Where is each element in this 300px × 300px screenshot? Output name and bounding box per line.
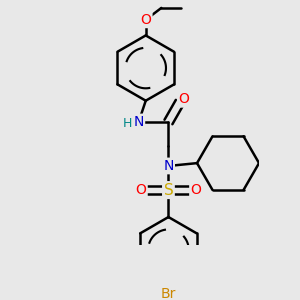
Text: O: O: [136, 183, 146, 197]
Text: Br: Br: [161, 287, 176, 300]
Text: N: N: [163, 159, 174, 173]
Text: O: O: [190, 183, 201, 197]
Text: O: O: [140, 13, 151, 27]
Text: S: S: [164, 183, 173, 198]
Text: O: O: [178, 92, 190, 106]
Text: H: H: [123, 117, 133, 130]
Text: N: N: [134, 115, 144, 129]
